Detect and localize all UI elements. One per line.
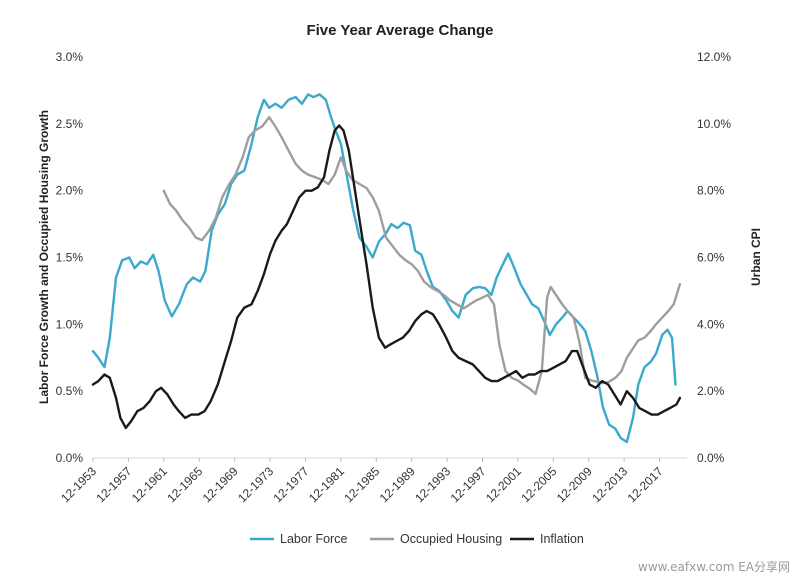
right-tick-label: 2.0% <box>697 384 725 398</box>
legend-label: Occupied Housing <box>400 532 502 546</box>
left-tick-label: 0.5% <box>56 384 84 398</box>
legend-label: Inflation <box>540 532 584 546</box>
series-lines <box>91 93 682 444</box>
right-tick-label: 10.0% <box>697 117 731 131</box>
right-axis-title: Urban CPI <box>749 228 763 286</box>
chart-title: Five Year Average Change <box>306 22 493 39</box>
right-tick-label: 4.0% <box>697 317 725 331</box>
series-line-inflation <box>91 124 682 430</box>
left-tick-label: 2.0% <box>56 184 84 198</box>
watermark: www.eafxw.com EA分享网 <box>638 559 790 574</box>
left-tick-label: 1.0% <box>56 317 84 331</box>
series-line-occupied-housing <box>162 116 682 395</box>
right-tick-label: 0.0% <box>697 451 725 465</box>
left-tick-label: 1.5% <box>56 251 84 265</box>
legend-label: Labor Force <box>280 532 347 546</box>
right-tick-label: 8.0% <box>697 184 725 198</box>
left-tick-label: 3.0% <box>56 50 84 64</box>
series-line-labor-force <box>91 93 677 444</box>
legend: Labor Force Occupied Housing Inflation <box>250 532 584 546</box>
left-axis-ticks: 0.0% 0.5% 1.0% 1.5% 2.0% 2.5% 3.0% <box>56 50 84 465</box>
right-axis-ticks: 0.0% 2.0% 4.0% 6.0% 8.0% 10.0% 12.0% <box>697 50 731 465</box>
left-axis-title: Labor Force Growth and Occupied Housing … <box>37 110 51 404</box>
right-tick-label: 6.0% <box>697 251 725 265</box>
right-tick-label: 12.0% <box>697 50 731 64</box>
left-tick-label: 2.5% <box>56 117 84 131</box>
left-tick-label: 0.0% <box>56 451 84 465</box>
